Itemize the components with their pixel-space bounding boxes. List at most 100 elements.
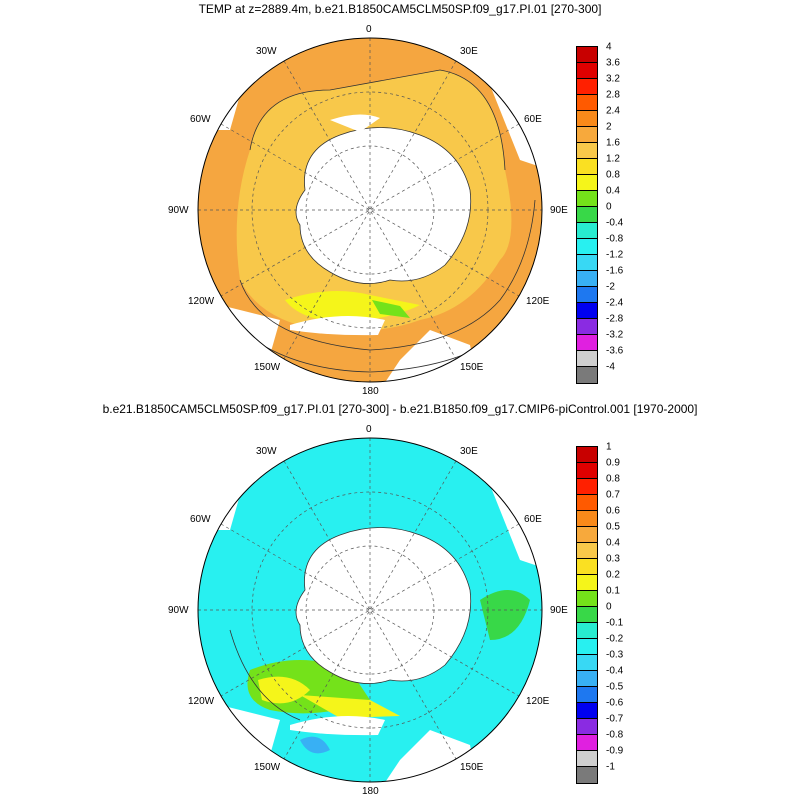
colorbar-swatch [577, 271, 597, 287]
colorbar-swatch [577, 687, 597, 703]
lon-label: 60W [190, 114, 211, 125]
map-border [197, 37, 543, 383]
colorbar-tick-label: 0.5 [606, 521, 620, 533]
colorbar-tick-label: 4 [606, 41, 612, 53]
colorbar-tick-label: -0.5 [606, 681, 624, 693]
colorbar-swatch [577, 575, 597, 591]
colorbar-tick-label: 3.2 [606, 73, 620, 85]
colorbar-swatch [577, 63, 597, 79]
graticule [198, 38, 542, 382]
lon-label: 0 [366, 424, 372, 435]
colorbar-swatch [577, 191, 597, 207]
anomaly-band [480, 590, 530, 640]
colorbar-swatch [577, 495, 597, 511]
colorbar-tick-label: 1.6 [606, 137, 620, 149]
anomaly-band [300, 736, 330, 754]
lon-label: 90E [550, 205, 568, 216]
ice-shelf [330, 114, 380, 132]
colorbar [576, 446, 598, 784]
antarctica [295, 527, 472, 684]
colorbar-swatch [577, 47, 597, 63]
anomaly-band [258, 676, 310, 704]
colorbar-tick-label: -2.4 [606, 297, 624, 309]
colorbar-tick-label: 0.4 [606, 537, 620, 549]
colorbar-tick-label: -0.8 [606, 729, 624, 741]
lon-label: 30W [256, 46, 277, 57]
colorbar-tick-label: -0.3 [606, 649, 624, 661]
lon-label: 30E [460, 46, 478, 57]
colorbar-swatch [577, 223, 597, 239]
colorbar-tick-label: 0.3 [606, 553, 620, 565]
colorbar-swatch [577, 111, 597, 127]
colorbar-swatch [577, 287, 597, 303]
colorbar-tick-label: -0.1 [606, 617, 624, 629]
colorbar-tick-label: -1 [606, 761, 615, 773]
colorbar-swatch [577, 767, 597, 783]
colorbar-tick-label: 0.9 [606, 457, 620, 469]
anomaly-band [300, 695, 400, 718]
colorbar-swatch [577, 127, 597, 143]
lon-label: 30W [256, 446, 277, 457]
colorbar-tick-label: 1.2 [606, 153, 620, 165]
map-border [197, 437, 543, 783]
lon-label: 150W [254, 762, 281, 773]
colorbar-swatch [577, 159, 597, 175]
colorbar-swatch [577, 303, 597, 319]
colorbar-tick-label: 0.6 [606, 505, 620, 517]
panel-title: TEMP at z=2889.4m, b.e21.B1850CAM5CLM50S… [198, 2, 602, 16]
colorbar-swatch [577, 735, 597, 751]
colorbar-tick-label: -0.6 [606, 697, 624, 709]
ice-shelf [290, 316, 385, 336]
colorbar-swatch [577, 351, 597, 367]
lon-label: 30E [460, 446, 478, 457]
colorbar-tick-label: -0.9 [606, 745, 624, 757]
colorbar-tick-label: 0.8 [606, 169, 620, 181]
colorbar-tick-label: 2.4 [606, 105, 620, 117]
colorbar [576, 46, 598, 384]
colorbar-tick-label: 2.8 [606, 89, 620, 101]
lon-label: 120E [526, 696, 550, 707]
polar-map [197, 37, 543, 383]
colorbar-swatch [577, 719, 597, 735]
colorbar-swatch [577, 255, 597, 271]
colorbar-swatch [577, 751, 597, 767]
colorbar-swatch [577, 79, 597, 95]
colorbar-tick-label: -0.2 [606, 633, 624, 645]
colorbar-tick-label: 2 [606, 121, 612, 133]
colorbar-tick-label: -0.8 [606, 233, 624, 245]
colorbar-tick-label: -0.4 [606, 665, 624, 677]
colorbar-tick-label: -2 [606, 281, 615, 293]
colorbar-tick-label: 0.7 [606, 489, 620, 501]
lon-label: 120W [188, 296, 215, 307]
colorbar-swatch [577, 703, 597, 719]
colorbar-swatch [577, 623, 597, 639]
colorbar-tick-label: 3.6 [606, 57, 620, 69]
lon-label: 150W [254, 362, 281, 373]
colorbar-swatch [577, 367, 597, 383]
lon-label: 60E [524, 514, 542, 525]
colorbar-tick-label: -0.7 [606, 713, 624, 725]
colorbar-tick-label: -4 [606, 361, 615, 373]
colorbar-swatch [577, 559, 597, 575]
colorbar-swatch [577, 639, 597, 655]
colorbar-tick-label: 0.4 [606, 185, 620, 197]
contour-line [249, 69, 506, 171]
contour-line [229, 629, 301, 721]
colorbar-swatch [577, 511, 597, 527]
colorbar-tick-label: 0.2 [606, 569, 620, 581]
lon-label: 0 [366, 24, 372, 35]
colorbar-swatch [577, 95, 597, 111]
colorbar-swatch [577, 335, 597, 351]
colorbar-swatch [577, 671, 597, 687]
lon-label: 90W [168, 605, 189, 616]
colorbar-swatch [577, 175, 597, 191]
panel-difference: b.e21.B1850CAM5CLM50SP.f09_g17.PI.01 [27… [0, 400, 800, 800]
colorbar-swatch [577, 479, 597, 495]
colorbar-tick-label: -0.4 [606, 217, 624, 229]
colorbar-tick-label: 0.8 [606, 473, 620, 485]
colorbar-tick-label: -3.2 [606, 329, 624, 341]
lon-label: 150E [460, 762, 484, 773]
lon-label: 60E [524, 114, 542, 125]
colorbar-tick-label: 1 [606, 441, 612, 453]
lon-label: 90W [168, 205, 189, 216]
